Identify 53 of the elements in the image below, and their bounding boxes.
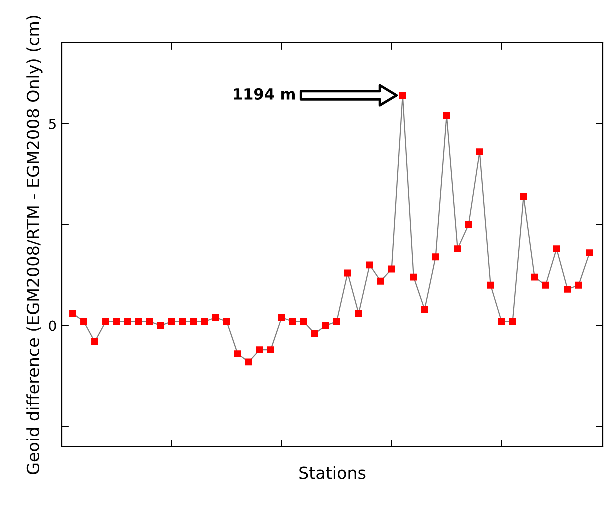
point	[157, 322, 164, 330]
y-axis-title: Geoid difference (EGM2008/RTM - EGM2008 Only) (cm)	[26, 16, 43, 475]
point	[267, 346, 274, 354]
point	[564, 286, 572, 293]
point	[553, 246, 560, 253]
point	[399, 92, 406, 99]
point	[333, 318, 340, 326]
point	[223, 318, 230, 326]
point	[168, 318, 176, 326]
point	[432, 254, 440, 261]
point	[234, 350, 242, 358]
point	[443, 112, 450, 120]
point	[311, 330, 318, 338]
point	[509, 318, 516, 326]
point	[102, 318, 110, 326]
x-axis-title: Stations	[300, 466, 366, 480]
point	[201, 318, 208, 326]
annotation: 1194 m	[234, 88, 295, 100]
point	[245, 358, 252, 366]
point	[124, 318, 132, 326]
point	[421, 306, 428, 314]
point	[344, 270, 352, 277]
point	[366, 262, 374, 269]
point	[212, 314, 220, 322]
point	[70, 310, 76, 318]
point	[454, 246, 462, 253]
point	[289, 318, 296, 326]
point	[377, 278, 384, 285]
point	[355, 310, 362, 318]
point	[80, 318, 88, 326]
point	[575, 282, 582, 289]
point	[278, 314, 286, 322]
point	[179, 318, 186, 326]
point	[136, 318, 142, 326]
point	[586, 250, 594, 257]
point	[114, 318, 120, 326]
point	[190, 318, 198, 326]
y-tick-label: 5	[49, 118, 56, 130]
point	[256, 346, 264, 354]
point	[92, 338, 98, 346]
point	[476, 148, 484, 156]
point	[300, 318, 308, 326]
point	[146, 318, 154, 326]
y-tick-label: 0	[49, 320, 56, 332]
point	[487, 282, 494, 289]
point	[388, 266, 396, 273]
point	[531, 274, 538, 281]
point	[542, 282, 550, 289]
point	[322, 322, 330, 330]
point	[465, 221, 472, 228]
point	[498, 318, 506, 326]
point	[520, 193, 528, 200]
point	[410, 274, 418, 281]
